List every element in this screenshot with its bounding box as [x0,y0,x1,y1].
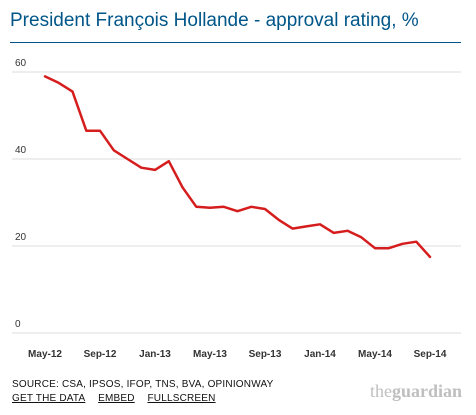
y-tick-label: 60 [15,58,27,69]
x-tick-label: Sep-13 [249,349,282,360]
footer: SOURCE: CSA, IPSOS, IFOP, TNS, BVA, OPIN… [12,379,273,404]
series-line-0 [43,75,432,259]
x-tick-label: Jan-13 [139,349,171,360]
x-tick-label: May-13 [193,349,227,360]
x-tick-label: Sep-14 [414,349,447,360]
y-tick-label: 40 [15,145,27,156]
y-tick-label: 0 [15,319,21,330]
x-tick-label: Sep-12 [84,349,117,360]
x-tick-labels: May-12 Sep-12 Jan-13 May-13 Sep-13 Jan-14 May-… [28,349,447,360]
embed-link[interactable]: EMBED [98,393,135,404]
series-lines [43,75,432,259]
guardian-logo: theguardian [369,381,462,401]
x-tick-label: May-14 [358,349,392,360]
get-data-link[interactable]: GET THE DATA [12,393,86,404]
title-divider [10,42,461,43]
source-note: SOURCE: CSA, IPSOS, IFOP, TNS, BVA, OPIN… [12,379,274,390]
gridlines [12,71,461,334]
y-tick-labels: 0 20 40 60 [15,58,27,330]
x-tick-label: Jan-14 [304,349,336,360]
chart-title: President François Hollande - approval r… [10,10,419,31]
footer-links: GET THE DATA EMBED FULLSCREEN [12,393,273,404]
y-tick-label: 20 [15,232,27,243]
fullscreen-link[interactable]: FULLSCREEN [147,393,216,404]
x-tick-label: May-12 [28,349,62,360]
